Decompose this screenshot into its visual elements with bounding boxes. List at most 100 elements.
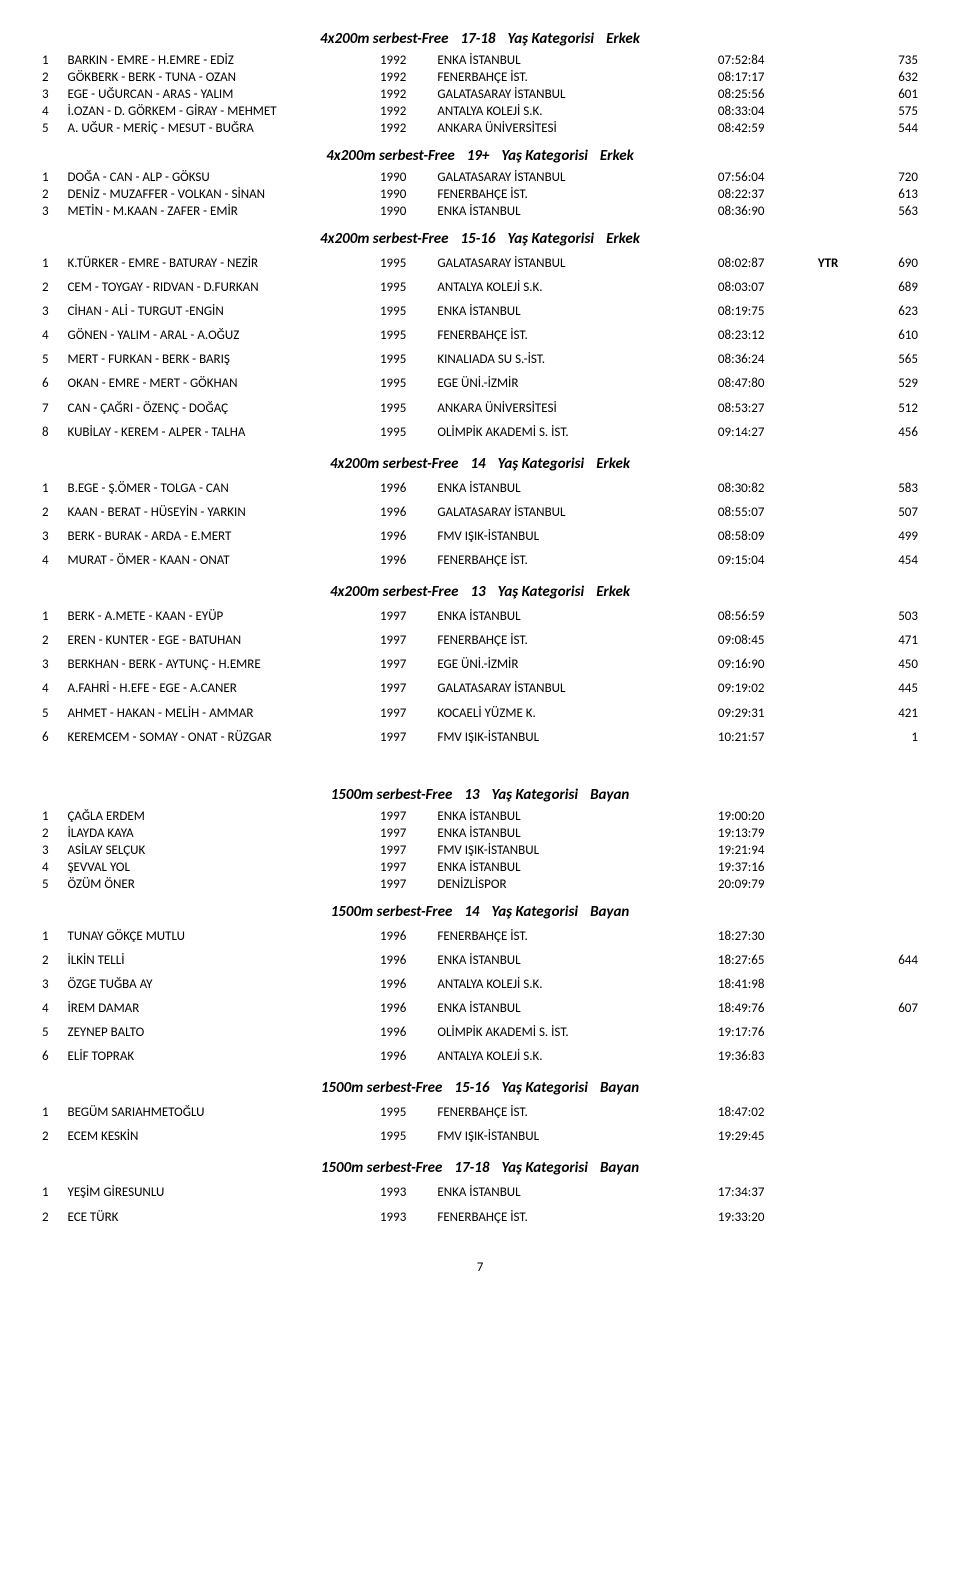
rank-cell: 3 (40, 653, 66, 677)
time-cell: 09:19:02 (716, 677, 816, 701)
points-cell: 544 (863, 120, 920, 137)
year-cell: 1997 (378, 653, 435, 677)
points-cell: 563 (863, 203, 920, 220)
points-cell: 421 (863, 702, 920, 726)
time-cell: 19:13:79 (716, 825, 816, 842)
club-cell: ENKA İSTANBUL (435, 300, 716, 324)
points-cell: 456 (863, 421, 920, 445)
table-row: 7CAN - ÇAĞRI - ÖZENÇ - DOĞAÇ1995ANKARA Ü… (40, 397, 920, 421)
rank-cell: 6 (40, 726, 66, 750)
name-cell: ELİF TOPRAK (66, 1045, 378, 1069)
club-cell: ENKA İSTANBUL (435, 997, 716, 1021)
rank-cell: 2 (40, 69, 66, 86)
time-cell: 18:27:65 (716, 949, 816, 973)
ytr-cell (816, 372, 863, 396)
results-table: 1BEGÜM SARIAHMETOĞLU1995FENERBAHÇE İST.1… (40, 1101, 920, 1149)
time-cell: 19:29:45 (716, 1125, 816, 1149)
club-cell: OLİMPİK AKADEMİ S. İST. (435, 421, 716, 445)
time-cell: 10:21:57 (716, 726, 816, 750)
year-cell: 1990 (378, 203, 435, 220)
section-title-part: Erkek (596, 583, 630, 601)
name-cell: MURAT - ÖMER - KAAN - ONAT (66, 549, 378, 573)
rank-cell: 2 (40, 501, 66, 525)
name-cell: YEŞİM GİRESUNLU (66, 1181, 378, 1205)
rank-cell: 6 (40, 1045, 66, 1069)
section-title-part: 4x200m serbest-Free (330, 583, 459, 601)
year-cell: 1997 (378, 859, 435, 876)
table-row: 5A. UĞUR - MERİÇ - MESUT - BUĞRA1992ANKA… (40, 120, 920, 137)
club-cell: ANTALYA KOLEJİ S.K. (435, 1045, 716, 1069)
year-cell: 1997 (378, 726, 435, 750)
year-cell: 1996 (378, 477, 435, 501)
club-cell: GALATASARAY İSTANBUL (435, 86, 716, 103)
ytr-cell (816, 1206, 863, 1230)
points-cell: 471 (863, 629, 920, 653)
ytr-cell (816, 300, 863, 324)
table-row: 1YEŞİM GİRESUNLU1993ENKA İSTANBUL17:34:3… (40, 1181, 920, 1205)
ytr-cell (816, 973, 863, 997)
time-cell: 09:08:45 (716, 629, 816, 653)
time-cell: 08:02:87 (716, 252, 816, 276)
results-table: 1BERK - A.METE - KAAN - EYÜP1997ENKA İST… (40, 605, 920, 750)
year-cell: 1996 (378, 949, 435, 973)
name-cell: BERK - BURAK - ARDA - E.MERT (66, 525, 378, 549)
year-cell: 1997 (378, 605, 435, 629)
time-cell: 09:16:90 (716, 653, 816, 677)
ytr-cell (816, 677, 863, 701)
rank-cell: 5 (40, 876, 66, 893)
time-cell: 07:56:04 (716, 169, 816, 186)
rank-cell: 3 (40, 203, 66, 220)
table-row: 5AHMET - HAKAN - MELİH - AMMAR1997KOCAEL… (40, 702, 920, 726)
points-cell: 689 (863, 276, 920, 300)
name-cell: CİHAN - ALİ - TURGUT -ENGİN (66, 300, 378, 324)
table-row: 1TUNAY GÖKÇE MUTLU1996FENERBAHÇE İST.18:… (40, 925, 920, 949)
rank-cell: 1 (40, 925, 66, 949)
ytr-cell (816, 203, 863, 220)
rank-cell: 4 (40, 859, 66, 876)
club-cell: ANTALYA KOLEJİ S.K. (435, 973, 716, 997)
year-cell: 1996 (378, 1045, 435, 1069)
table-row: 2İLKİN TELLİ1996ENKA İSTANBUL18:27:65644 (40, 949, 920, 973)
section-title: 4x200m serbest-Free14Yaş KategorisiErkek (40, 455, 920, 473)
club-cell: ENKA İSTANBUL (435, 825, 716, 842)
rank-cell: 3 (40, 842, 66, 859)
year-cell: 1997 (378, 629, 435, 653)
name-cell: A.FAHRİ - H.EFE - EGE - A.CANER (66, 677, 378, 701)
section-title: 4x200m serbest-Free17-18Yaş KategorisiEr… (40, 30, 920, 48)
time-cell: 08:47:80 (716, 372, 816, 396)
time-cell: 09:29:31 (716, 702, 816, 726)
name-cell: İREM DAMAR (66, 997, 378, 1021)
year-cell: 1992 (378, 103, 435, 120)
points-cell: 507 (863, 501, 920, 525)
rank-cell: 4 (40, 324, 66, 348)
time-cell: 18:41:98 (716, 973, 816, 997)
club-cell: EGE ÜNİ.-İZMİR (435, 372, 716, 396)
club-cell: FMV IŞIK-İSTANBUL (435, 1125, 716, 1149)
name-cell: KAAN - BERAT - HÜSEYİN - YARKIN (66, 501, 378, 525)
rank-cell: 5 (40, 348, 66, 372)
points-cell (863, 876, 920, 893)
rank-cell: 4 (40, 997, 66, 1021)
section-title-part: Yaş Kategorisi (492, 786, 579, 804)
table-row: 6KEREMCEM - SOMAY - ONAT - RÜZGAR1997FMV… (40, 726, 920, 750)
name-cell: EGE - UĞURCAN - ARAS - YALIM (66, 86, 378, 103)
name-cell: B.EGE - Ş.ÖMER - TOLGA - CAN (66, 477, 378, 501)
rank-cell: 3 (40, 973, 66, 997)
year-cell: 1995 (378, 397, 435, 421)
time-cell: 18:27:30 (716, 925, 816, 949)
ytr-cell (816, 169, 863, 186)
club-cell: FENERBAHÇE İST. (435, 925, 716, 949)
time-cell: 08:30:82 (716, 477, 816, 501)
table-row: 4İ.OZAN - D. GÖRKEM - GİRAY - MEHMET1992… (40, 103, 920, 120)
section-title-part: Yaş Kategorisi (492, 903, 579, 921)
section-title-part: Yaş Kategorisi (498, 455, 585, 473)
ytr-cell (816, 421, 863, 445)
club-cell: ANKARA ÜNİVERSİTESİ (435, 120, 716, 137)
points-cell: 632 (863, 69, 920, 86)
name-cell: OKAN - EMRE - MERT - GÖKHAN (66, 372, 378, 396)
club-cell: DENİZLİSPOR (435, 876, 716, 893)
ytr-cell (816, 808, 863, 825)
points-cell (863, 1021, 920, 1045)
year-cell: 1992 (378, 120, 435, 137)
table-row: 2DENİZ - MUZAFFER - VOLKAN - SİNAN1990FE… (40, 186, 920, 203)
